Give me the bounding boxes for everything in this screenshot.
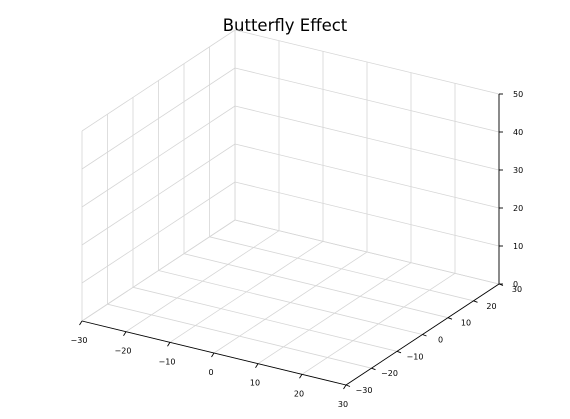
grid-z-back <box>234 143 500 209</box>
x-tick-label: −20 <box>115 347 132 356</box>
y-tick <box>447 317 453 320</box>
chart-title: Butterfly Effect <box>222 16 348 35</box>
x-tick <box>343 384 347 390</box>
x-tick-label: −30 <box>71 336 88 345</box>
y-tick-label: 20 <box>486 302 496 311</box>
y-tick <box>345 384 351 387</box>
grid-z-back <box>234 105 500 171</box>
x-tick-label: 10 <box>250 379 260 388</box>
grid-y-floor <box>183 253 449 319</box>
grid-z-back <box>234 219 500 285</box>
axes-ticks <box>79 93 504 390</box>
x-tick <box>123 331 127 336</box>
x-tick-label: −10 <box>159 357 176 366</box>
grid-y-floor <box>209 236 474 302</box>
grid-z-back <box>234 67 500 133</box>
x-tick-label: 20 <box>294 389 304 398</box>
z-tick-label: 30 <box>513 166 523 175</box>
grid-z-back <box>234 29 500 95</box>
y-tick <box>422 334 427 337</box>
z-tick-label: 0 <box>513 280 518 289</box>
y-tick-label: −10 <box>407 352 424 361</box>
y-tick-label: −30 <box>356 386 373 395</box>
y-tick-label: 10 <box>461 319 471 328</box>
x-tick-label: 0 <box>208 368 213 377</box>
grid-z-side <box>81 29 236 132</box>
y-tick <box>473 300 478 303</box>
z-tick-label: 40 <box>513 128 523 137</box>
x-tick <box>211 352 215 358</box>
grid-z-side <box>81 105 236 208</box>
z-tick-label: 20 <box>513 204 523 213</box>
x-tick <box>79 320 83 326</box>
y-tick-label: 30 <box>512 285 522 294</box>
grid-z-side <box>81 219 236 322</box>
y-tick-label: −20 <box>381 369 398 378</box>
grid-z-side <box>81 143 236 246</box>
axes-panes <box>82 30 499 385</box>
z-tick-label: 10 <box>513 242 523 251</box>
x-tick <box>255 363 259 368</box>
axes-grid <box>81 29 500 386</box>
axes-tick-labels: −30−20−100102030−30−20−10010203001020304… <box>71 90 524 409</box>
x-tick-label: 30 <box>338 400 348 409</box>
x-tick <box>299 374 303 379</box>
grid-z-back <box>234 181 500 247</box>
grid-z-side <box>81 67 236 170</box>
y-tick <box>371 367 376 371</box>
grid-y-floor <box>132 286 398 352</box>
grid-y-floor <box>158 270 423 335</box>
x-tick <box>167 342 171 347</box>
z-tick-label: 50 <box>513 90 523 99</box>
y-tick <box>396 350 402 354</box>
grid-y-floor <box>107 303 372 369</box>
y-tick-label: 0 <box>438 336 443 345</box>
grid-z-side <box>81 181 236 284</box>
